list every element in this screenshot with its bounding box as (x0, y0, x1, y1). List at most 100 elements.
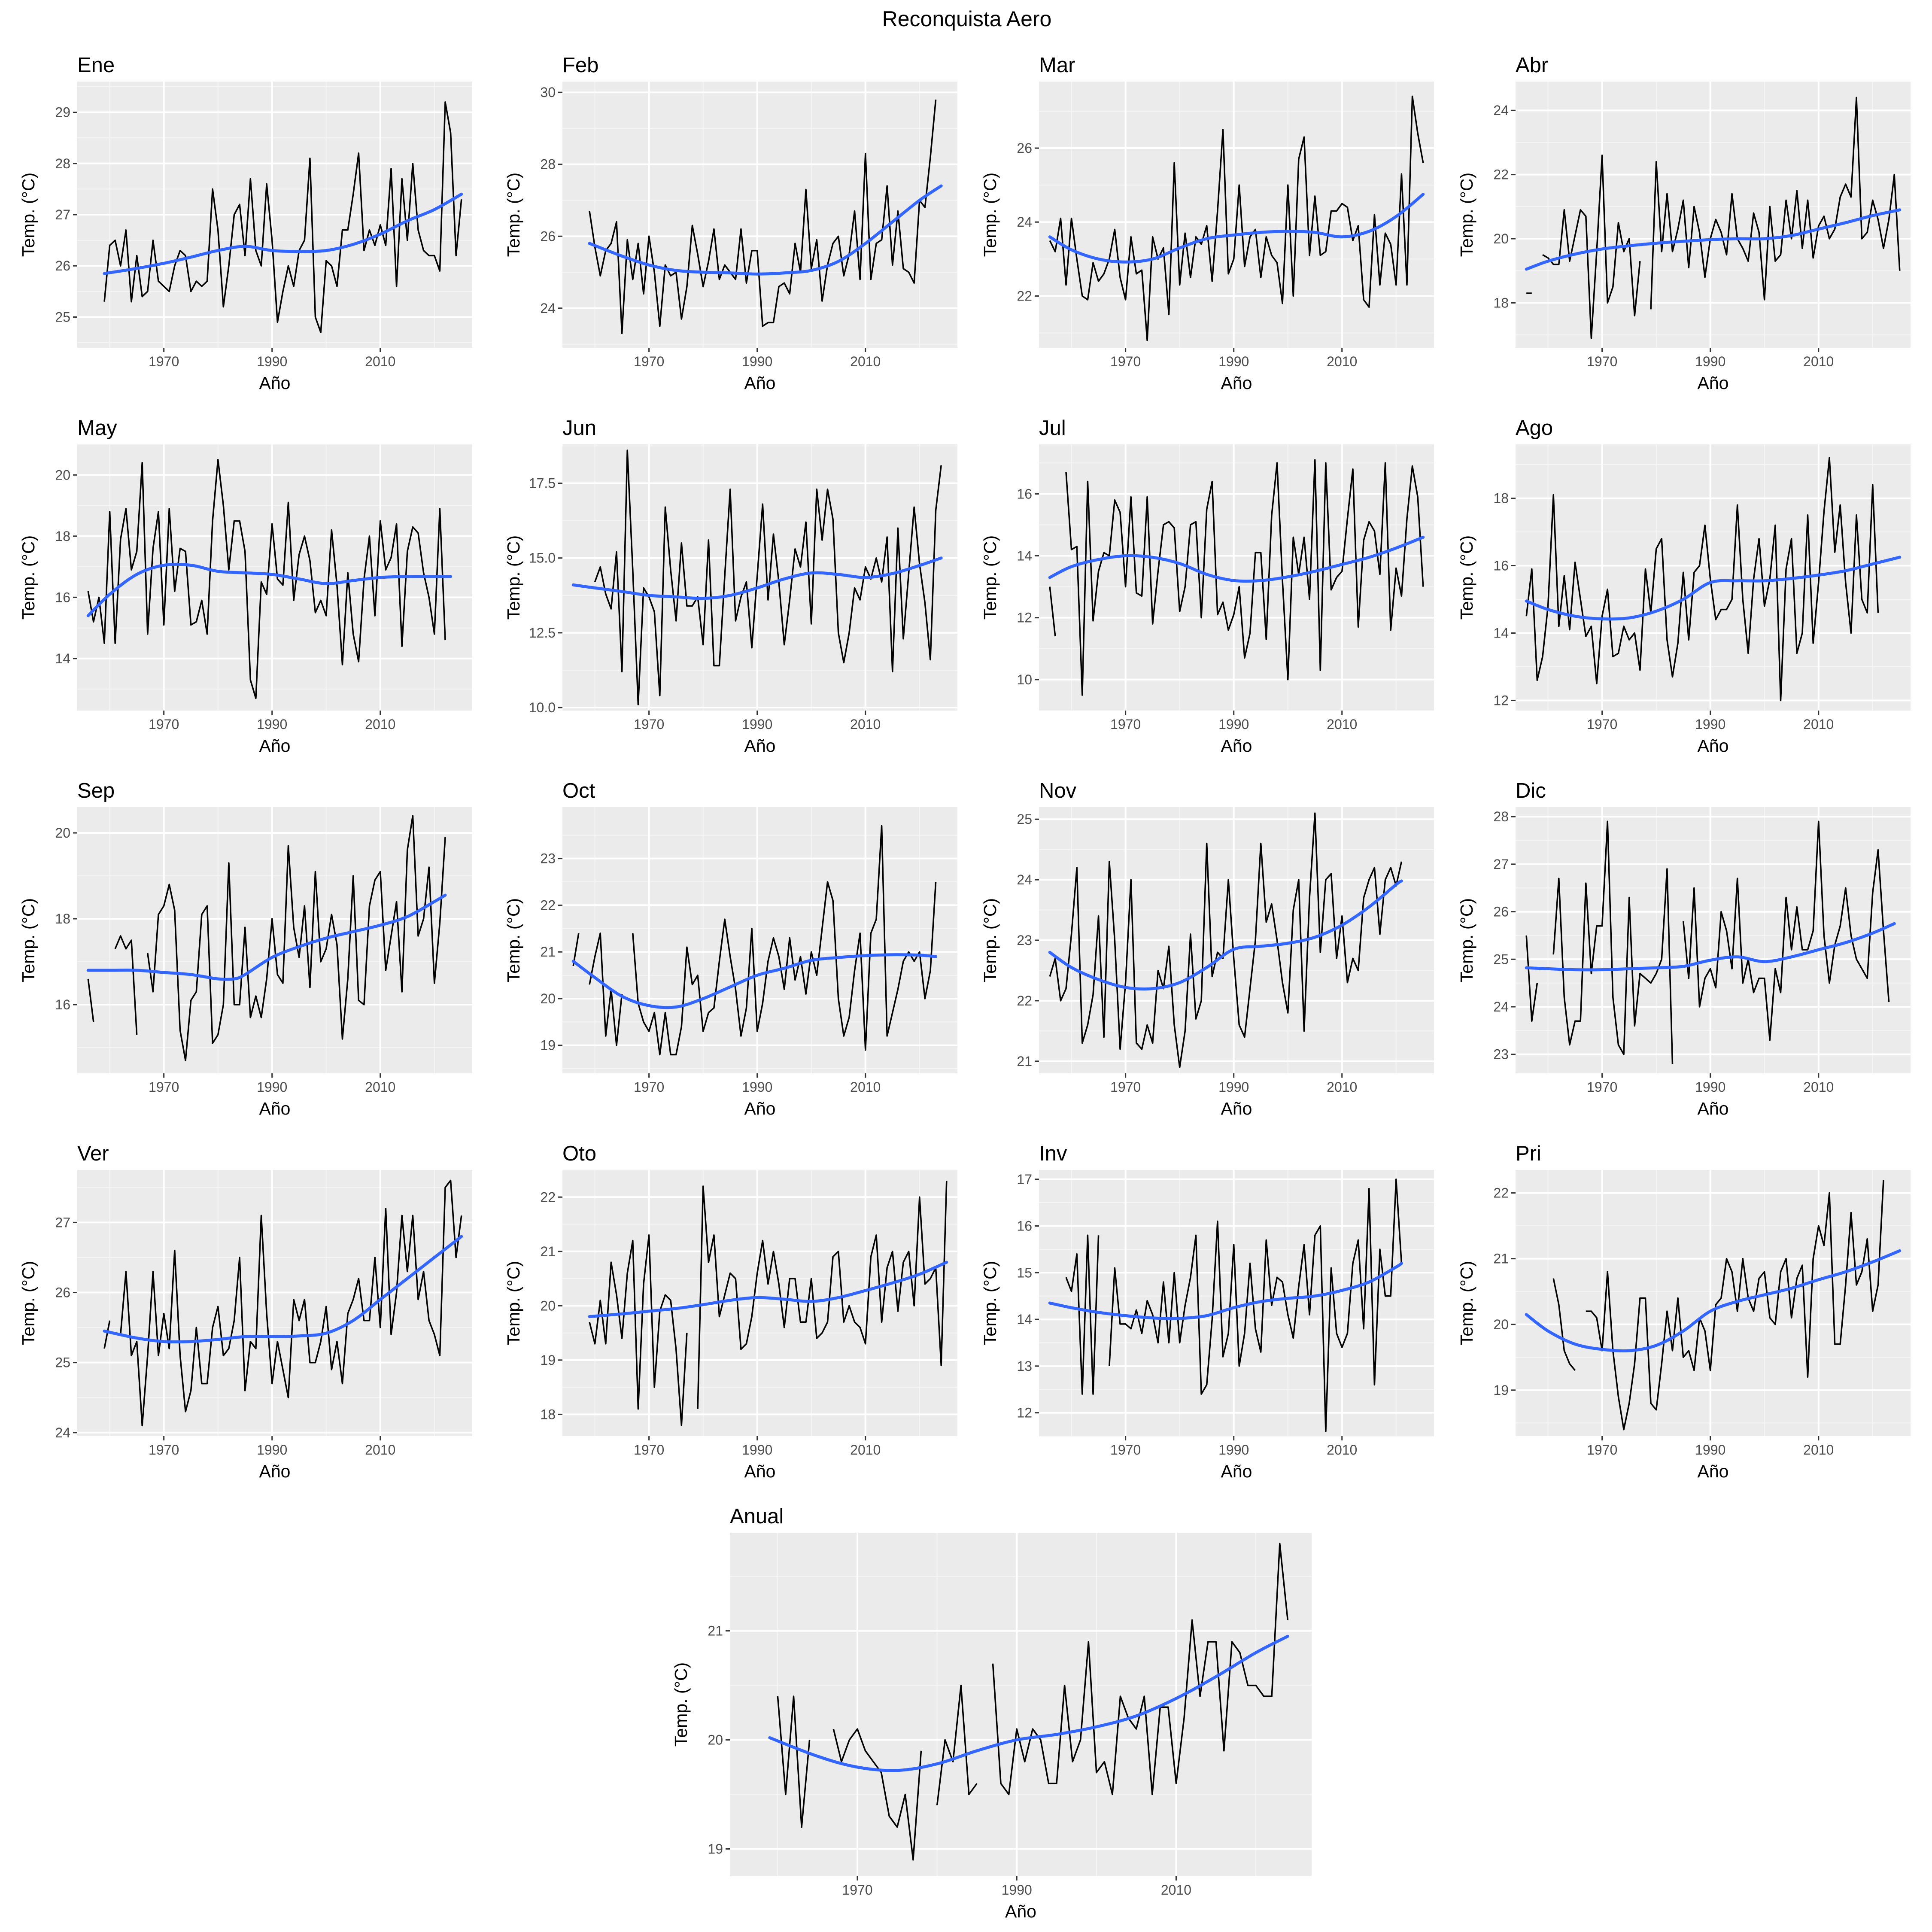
temperature-series-line (1552, 820, 1674, 1064)
y-tick-label: 21 (1493, 1251, 1509, 1267)
x-axis-title: Año (1698, 736, 1729, 756)
x-tick-label: 2010 (365, 1442, 395, 1458)
x-tick-label: 1970 (1110, 354, 1141, 369)
panel-background (562, 82, 957, 348)
smooth-trend-line (588, 1261, 948, 1318)
x-tick-label: 1970 (1110, 717, 1141, 732)
temperature-series-line (594, 450, 942, 705)
y-tick-label: 16 (1017, 486, 1032, 501)
x-tick-label: 1970 (149, 354, 179, 369)
y-tick-label: 19 (1493, 1382, 1509, 1398)
x-tick-label: 1990 (1218, 1442, 1249, 1458)
smooth-trend-line (768, 1634, 1289, 1772)
y-axis-title: Temp. (°C) (18, 173, 38, 257)
y-tick-label: 26 (1017, 140, 1032, 156)
y-axis-title: Temp. (°C) (504, 898, 523, 982)
smooth-trend-line (588, 184, 943, 276)
chart-panel: 1970 1990 2010 23 24 25 26 27 28 Dic Año Temp. (°C) (1457, 779, 1911, 1118)
y-tick-label: 26 (540, 228, 556, 244)
panel-title: Anual (730, 1505, 784, 1528)
temperature-series-line (777, 1695, 811, 1828)
y-tick-label: 10 (1017, 672, 1032, 687)
smooth-trend-line (86, 893, 447, 981)
y-tick-label: 22 (1017, 288, 1032, 304)
x-axis-title: Año (1221, 1461, 1252, 1481)
temperature-series-line (632, 825, 937, 1056)
y-tick-label: 24 (1493, 103, 1509, 118)
x-tick-label: 1990 (1695, 354, 1725, 369)
panel-background (1039, 444, 1434, 711)
x-tick-label: 1970 (149, 1079, 179, 1095)
x-tick-label: 1990 (257, 354, 287, 369)
y-axis-title: Temp. (°C) (18, 1261, 38, 1345)
x-tick-label: 1990 (257, 1442, 287, 1458)
panel-title: Sep (77, 779, 115, 802)
y-axis-title: Temp. (°C) (1457, 1261, 1476, 1345)
y-tick-label: 24 (540, 301, 556, 316)
x-tick-label: 1970 (1587, 1442, 1617, 1458)
y-tick-label: 22 (1493, 1185, 1509, 1201)
y-tick-label: 18 (55, 911, 70, 927)
x-axis-title: Año (259, 373, 291, 393)
y-tick-label: 23 (1493, 1047, 1509, 1062)
chart-panel: 1970 1990 2010 22 24 26 Mar Año Temp. (°C) (980, 54, 1434, 393)
y-tick-label: 18 (540, 1406, 556, 1422)
y-tick-label: 16 (1493, 558, 1509, 574)
y-tick-label: 20 (1493, 231, 1509, 246)
temperature-series-line (936, 1684, 978, 1806)
x-tick-label: 2010 (850, 1079, 881, 1095)
smooth-trend-line (1525, 1249, 1902, 1353)
y-tick-label: 16 (55, 997, 70, 1012)
temperature-series-line (87, 978, 94, 1022)
x-tick-label: 1970 (634, 1079, 664, 1095)
y-tick-label: 21 (540, 1244, 556, 1259)
y-tick-label: 18 (55, 529, 70, 544)
temperature-series-line (1682, 820, 1890, 1041)
smooth-trend-line (571, 556, 943, 600)
y-tick-label: 22 (540, 897, 556, 913)
x-axis-title: Año (744, 373, 776, 393)
y-axis-title: Temp. (°C) (980, 898, 1000, 982)
temperature-series-line (1525, 935, 1538, 1022)
x-axis-title: Año (1698, 1461, 1729, 1481)
y-tick-label: 27 (55, 207, 70, 222)
y-tick-label: 26 (55, 258, 70, 273)
x-tick-label: 2010 (1327, 1079, 1357, 1095)
panel-title: Abr (1516, 54, 1548, 77)
x-tick-label: 1990 (1695, 717, 1725, 732)
panel-title: Pri (1516, 1142, 1541, 1165)
smooth-trend-line (1525, 556, 1902, 621)
panel-title: Oct (562, 779, 595, 802)
y-tick-label: 21 (1017, 1054, 1032, 1069)
y-tick-label: 25 (1493, 951, 1509, 967)
chart-panel: 1970 1990 2010 14 16 18 20 May Año Temp. (°C) (18, 416, 472, 756)
temperature-series-line (1552, 1278, 1576, 1371)
panel-title: May (77, 416, 117, 440)
x-tick-label: 2010 (365, 717, 395, 732)
x-axis-title: Año (744, 1461, 776, 1481)
smooth-trend-line (1525, 922, 1896, 972)
panel-background (730, 1533, 1312, 1876)
y-tick-label: 24 (1493, 999, 1509, 1015)
y-tick-label: 19 (540, 1352, 556, 1368)
y-tick-label: 25 (55, 309, 70, 325)
x-tick-label: 1970 (1587, 1079, 1617, 1095)
x-tick-label: 1990 (1695, 1079, 1725, 1095)
y-tick-label: 25 (1017, 811, 1032, 827)
temperature-series-line (1542, 155, 1641, 339)
x-tick-label: 1990 (257, 1079, 287, 1095)
chart-panel: 1970 1990 2010 19 20 21 22 23 Oct Año Temp. (°C) (504, 779, 957, 1118)
panel-background (1516, 807, 1911, 1073)
y-tick-label: 12 (1017, 1405, 1032, 1421)
y-tick-label: 20 (55, 467, 70, 483)
y-tick-label: 25 (55, 1355, 70, 1370)
chart-panel: 1970 1990 2010 21 22 23 24 25 Nov Año Temp. (°C) (980, 779, 1434, 1118)
smooth-trend-line (86, 562, 453, 617)
x-tick-label: 1990 (1218, 717, 1249, 732)
y-axis-title: Temp. (°C) (18, 535, 38, 620)
smooth-trend-line (1048, 535, 1425, 583)
y-tick-label: 14 (1493, 625, 1509, 641)
